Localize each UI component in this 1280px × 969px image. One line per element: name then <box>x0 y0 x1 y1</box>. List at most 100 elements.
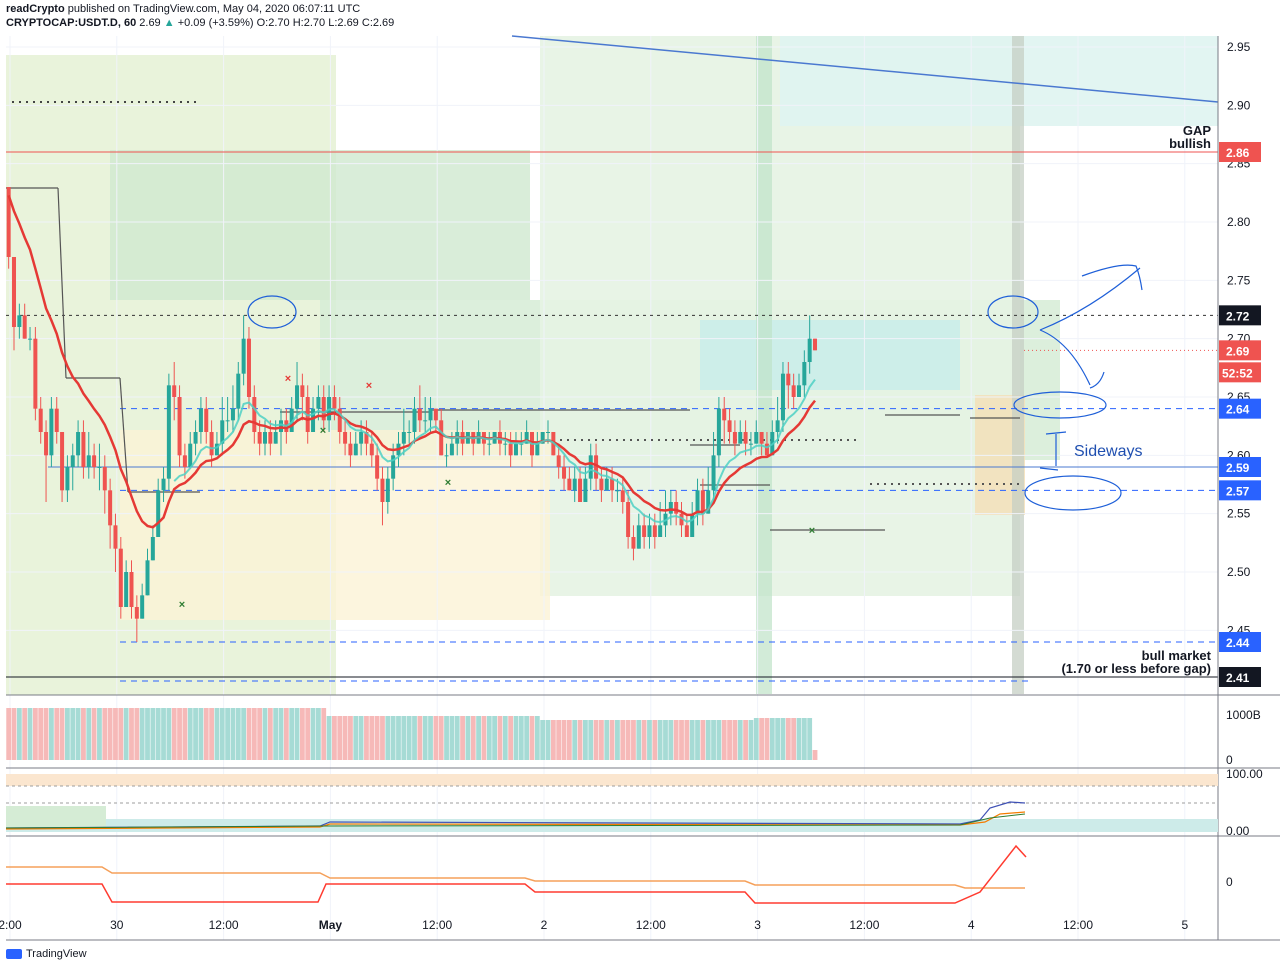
volume-bar <box>396 716 401 760</box>
volume-bar <box>390 716 396 760</box>
candle-body <box>668 502 673 514</box>
time-tick-label: 30 <box>110 918 124 932</box>
volume-bar <box>145 708 150 760</box>
candle-body <box>375 455 380 479</box>
volume-bar <box>54 708 60 760</box>
candle-body <box>172 385 177 397</box>
candle-body <box>166 385 171 479</box>
volume-bar <box>486 716 492 760</box>
open-value: 2.70 <box>268 17 290 29</box>
volume-bar <box>150 708 156 760</box>
symbol-label[interactable]: CRYPTOCAP:USDT.D, 60 <box>6 17 137 29</box>
volume-bar <box>502 716 508 760</box>
volume-bar <box>299 708 305 760</box>
volume-bar <box>70 708 76 760</box>
volume-bar <box>652 720 658 760</box>
volume-bar <box>171 708 177 760</box>
volume-bar <box>604 720 610 760</box>
candle-body <box>337 408 342 432</box>
signal-x-mark: × <box>179 599 185 611</box>
volume-axis-zero: 0 <box>1226 753 1233 767</box>
time-tick-label: 12:00 <box>1063 918 1093 932</box>
candle-body <box>252 397 257 432</box>
volume-bar <box>769 718 775 760</box>
volume-bar <box>812 750 818 760</box>
candle-body <box>220 420 225 444</box>
candle-body <box>513 443 518 456</box>
volume-bar <box>625 720 631 760</box>
volume-bar <box>593 720 599 760</box>
candle-body <box>359 432 364 444</box>
volume-bar <box>310 708 316 760</box>
time-tick-label: 12:00 <box>849 918 879 932</box>
candle-body <box>44 432 49 456</box>
candle-body <box>716 408 721 456</box>
last-price-label: 2.69 <box>1226 344 1250 358</box>
candle-body <box>380 478 385 502</box>
candle-body <box>198 408 203 432</box>
candle-body <box>81 432 86 467</box>
circle-support-257 <box>1024 475 1122 511</box>
level-label: 2.72 <box>1226 309 1250 323</box>
volume-bar <box>497 716 503 760</box>
candle-body <box>38 408 43 432</box>
candle-body <box>599 478 604 491</box>
publish-info: readCrypto published on TradingView.com,… <box>6 3 360 15</box>
volume-bar <box>134 708 140 760</box>
price-tick-label: 2.90 <box>1227 98 1251 112</box>
volume-bar <box>785 718 791 760</box>
volume-bar <box>16 708 22 760</box>
volume-bar <box>401 716 407 760</box>
volume-bar <box>267 708 273 760</box>
signal-x-mark: × <box>366 380 372 392</box>
candle-body <box>6 187 11 257</box>
last-price-label-bg <box>1219 340 1261 361</box>
candle-body <box>364 432 369 444</box>
volume-bar <box>315 708 321 760</box>
candle-body <box>118 548 123 607</box>
volume-bar <box>59 708 65 760</box>
volume-bar <box>524 716 530 760</box>
volume-bar <box>695 720 700 760</box>
volume-bar <box>385 716 391 760</box>
candle-body <box>423 420 428 422</box>
candle-body <box>626 502 631 537</box>
volume-bar <box>465 716 471 760</box>
rsi-green-zone <box>6 806 106 828</box>
candle-body <box>262 432 267 444</box>
time-tick-label: 5 <box>1181 918 1188 932</box>
ichimoku-zones <box>6 36 1218 695</box>
footer-brand[interactable]: TradingView <box>26 948 87 960</box>
volume-bar <box>326 716 332 760</box>
candle-body <box>391 455 396 479</box>
candle-body <box>182 455 187 467</box>
candle-body <box>610 478 615 491</box>
rsi-overbought-band <box>6 774 1218 786</box>
author-name[interactable]: readCrypto <box>6 3 65 15</box>
volume-bar <box>572 720 578 760</box>
descending-trendline[interactable] <box>511 35 1219 103</box>
cloud-zone-light <box>540 36 1020 596</box>
publish-text: published on TradingView.com, May 04, 20… <box>67 3 361 15</box>
volume-bar <box>155 708 161 760</box>
kijun-step-lines <box>6 187 1020 531</box>
ohlc-legend: CRYPTOCAP:USDT.D, 60 2.69 ▲ +0.09 (+3.59… <box>6 17 394 29</box>
volume-bar <box>332 716 337 760</box>
grid <box>6 36 1218 940</box>
volume-bar <box>369 716 375 760</box>
candle-body <box>679 513 684 526</box>
volume-bar <box>289 708 295 760</box>
candle-body <box>711 455 716 491</box>
candle-body <box>695 490 700 514</box>
candle-body <box>140 595 145 619</box>
volume-bar <box>732 720 738 760</box>
osc-axis-0: 0 <box>1226 875 1233 889</box>
candle-body <box>583 478 588 502</box>
volume-bar <box>641 720 647 760</box>
rsi-axis-0: 0.00 <box>1226 824 1250 838</box>
candle-body <box>246 338 251 397</box>
candle-body <box>401 432 406 444</box>
volume-bar <box>599 720 604 760</box>
volume-bar <box>737 720 743 760</box>
